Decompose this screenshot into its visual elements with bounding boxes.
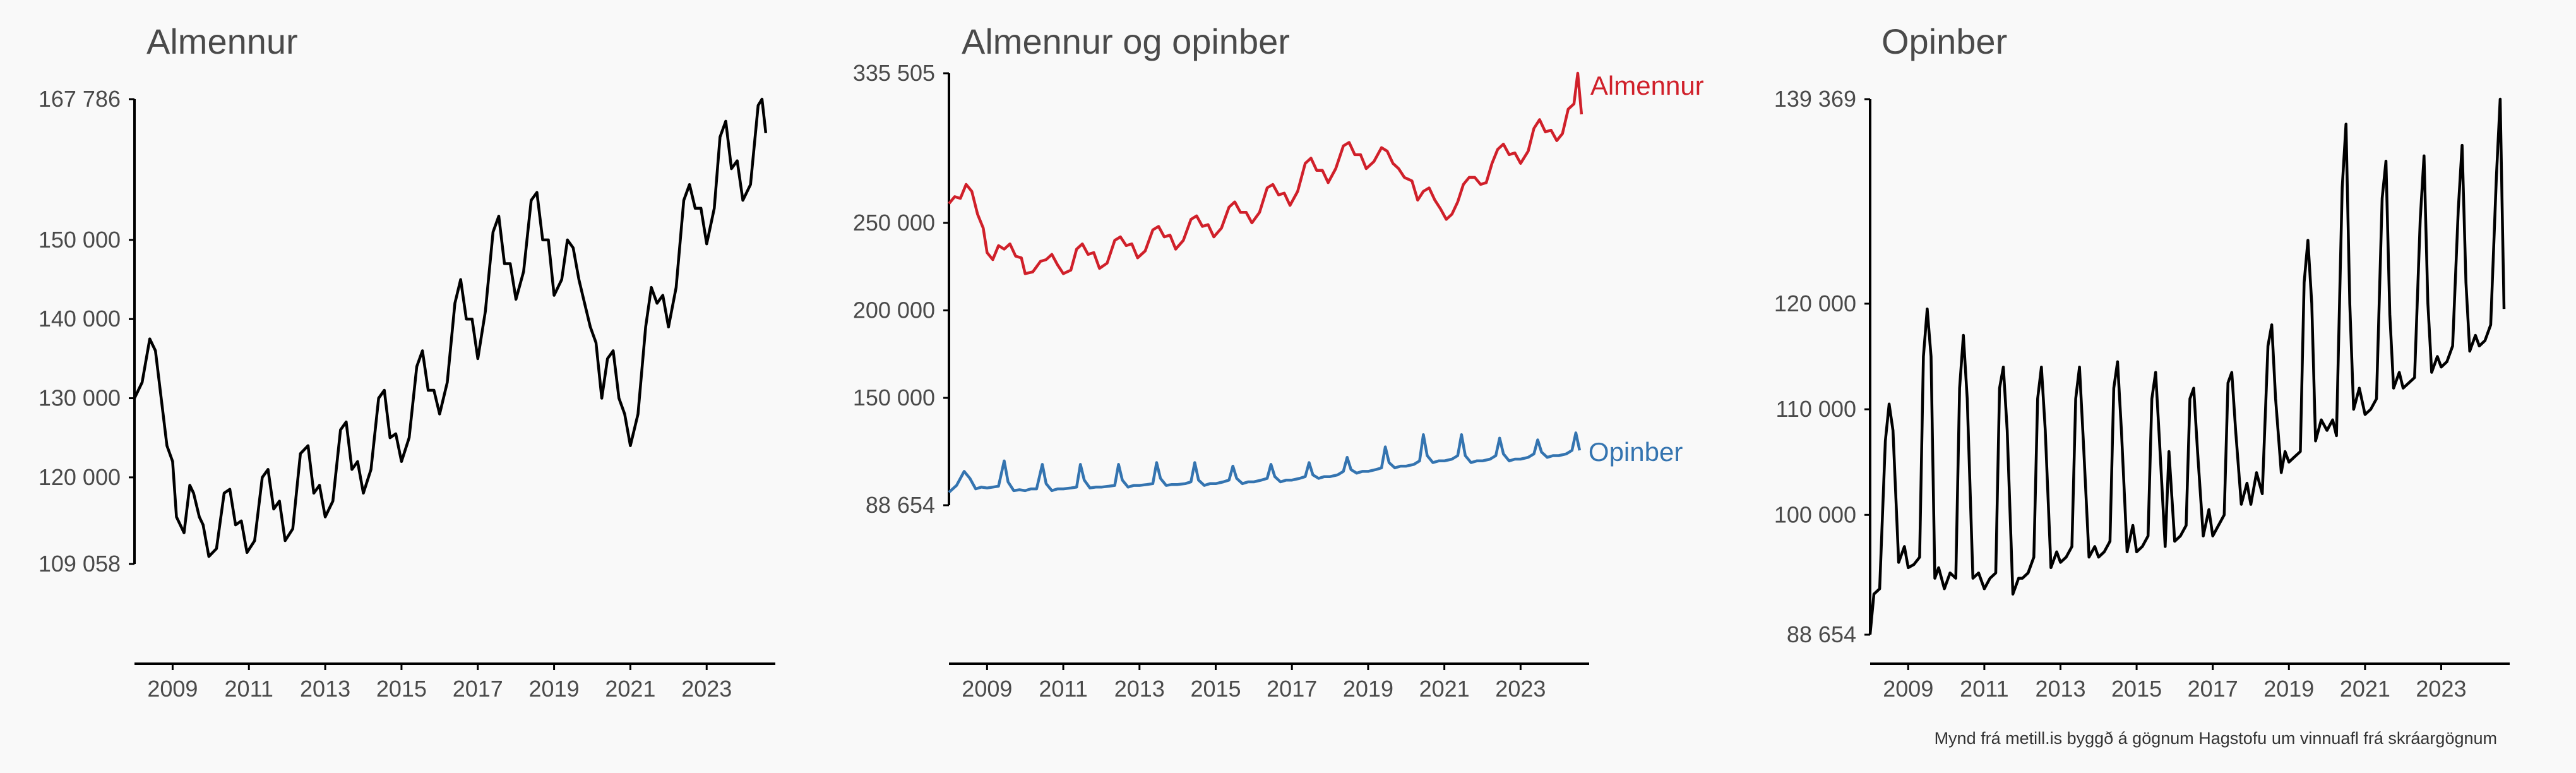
panel-title: Almennur — [146, 21, 298, 61]
panel-almennur-og-opinber: Almennur og opinber 88 654 150 000 200 000 2… — [853, 21, 1704, 702]
panel-opinber: Opinber 88 654 100 000 110 000 120 000 139 36… — [1774, 21, 2510, 702]
x-tick-label: 2011 — [225, 676, 273, 702]
x-tick-label: 2019 — [2263, 676, 2314, 702]
y-tick-label: 150 000 — [39, 227, 121, 253]
x-tick-label: 2023 — [2416, 676, 2466, 702]
y-tick-label: 130 000 — [39, 385, 121, 411]
x-tick-label: 2011 — [1960, 676, 2008, 702]
y-tick-label: 88 654 — [1787, 621, 1856, 647]
x-tick-label: 2015 — [376, 676, 427, 702]
series-line — [948, 431, 1582, 494]
y-tick-label: 88 654 — [866, 492, 935, 518]
series-label: Almennur — [1590, 71, 1704, 100]
panel-title: Opinber — [1881, 21, 2007, 61]
x-tick-label: 2021 — [2340, 676, 2390, 702]
y-tick-label: 200 000 — [853, 297, 935, 323]
series-line — [1868, 97, 2506, 635]
panel-almennur: Almennur 109 058 120 000 130 000 140 000 150 … — [39, 21, 775, 702]
x-tick-label: 2021 — [605, 676, 655, 702]
x-tick-label: 2019 — [529, 676, 580, 702]
panel-title: Almennur og opinber — [962, 21, 1290, 61]
x-tick-label: 2019 — [1343, 676, 1393, 702]
y-tick-label: 335 505 — [853, 60, 935, 86]
series-line — [133, 97, 768, 558]
x-tick-label: 2009 — [962, 676, 1012, 702]
y-tick-label: 140 000 — [39, 306, 121, 332]
x-tick-label: 2011 — [1039, 676, 1087, 702]
x-tick-label: 2021 — [1419, 676, 1470, 702]
x-tick-label: 2023 — [1495, 676, 1546, 702]
chart-caption: Mynd frá metill.is byggð á gögnum Hagsto… — [1935, 729, 2497, 748]
x-tick-label: 2017 — [1267, 676, 1317, 702]
x-tick-label: 2013 — [2035, 676, 2085, 702]
y-tick-label: 167 786 — [39, 86, 121, 112]
y-tick-label: 120 000 — [1774, 291, 1856, 316]
y-tick-label: 250 000 — [853, 210, 935, 236]
x-tick-label: 2013 — [1114, 676, 1165, 702]
y-tick-label: 110 000 — [1776, 396, 1856, 422]
x-tick-label: 2017 — [453, 676, 503, 702]
x-tick-label: 2009 — [147, 676, 198, 702]
y-tick-label: 150 000 — [853, 385, 935, 410]
y-tick-label: 139 369 — [1774, 86, 1856, 112]
x-tick-label: 2013 — [300, 676, 350, 702]
series-label: Opinber — [1589, 437, 1683, 467]
y-tick-label: 100 000 — [1774, 501, 1856, 527]
x-tick-label: 2015 — [1190, 676, 1241, 702]
x-tick-label: 2017 — [2188, 676, 2238, 702]
x-tick-label: 2015 — [2111, 676, 2162, 702]
series-line — [948, 71, 1583, 275]
y-tick-label: 109 058 — [39, 551, 121, 577]
x-tick-label: 2023 — [681, 676, 732, 702]
x-tick-label: 2009 — [1883, 676, 1933, 702]
y-tick-label: 120 000 — [39, 464, 121, 490]
